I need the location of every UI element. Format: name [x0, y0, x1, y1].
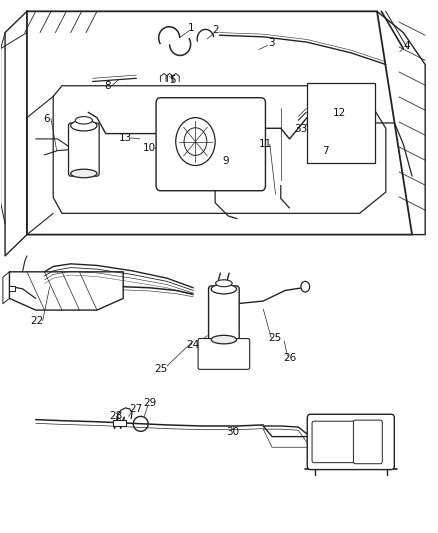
- Circle shape: [300, 281, 309, 292]
- Text: 12: 12: [332, 108, 346, 118]
- Circle shape: [175, 118, 215, 165]
- Text: 30: 30: [226, 427, 239, 438]
- FancyBboxPatch shape: [208, 286, 239, 343]
- Text: 8: 8: [104, 81, 110, 91]
- Text: 10: 10: [143, 143, 155, 154]
- Text: 13: 13: [119, 133, 132, 143]
- Bar: [9, 286, 14, 291]
- Text: 29: 29: [143, 398, 157, 408]
- FancyBboxPatch shape: [311, 421, 357, 463]
- Text: 25: 25: [268, 333, 281, 343]
- FancyBboxPatch shape: [353, 420, 381, 464]
- Ellipse shape: [211, 335, 236, 344]
- FancyBboxPatch shape: [68, 123, 99, 176]
- Bar: [113, 419, 126, 426]
- Text: 27: 27: [130, 404, 143, 414]
- Text: 6: 6: [43, 114, 49, 124]
- FancyBboxPatch shape: [155, 98, 265, 191]
- Circle shape: [184, 128, 206, 156]
- FancyBboxPatch shape: [307, 414, 393, 470]
- Text: 25: 25: [153, 364, 167, 374]
- Ellipse shape: [215, 280, 232, 287]
- Text: 33: 33: [293, 124, 307, 134]
- Ellipse shape: [211, 284, 236, 294]
- Ellipse shape: [71, 120, 97, 131]
- FancyBboxPatch shape: [198, 338, 249, 369]
- Bar: [306, 83, 374, 163]
- Text: 28: 28: [110, 411, 123, 422]
- Text: 1: 1: [187, 23, 194, 34]
- Text: 6: 6: [184, 156, 191, 166]
- Text: 7: 7: [321, 146, 328, 156]
- Text: 26: 26: [282, 353, 296, 363]
- Text: 4: 4: [403, 42, 409, 51]
- Text: 24: 24: [186, 340, 199, 350]
- Text: 31: 31: [359, 427, 372, 438]
- Text: 2: 2: [212, 26, 219, 36]
- Text: 9: 9: [222, 156, 229, 166]
- Ellipse shape: [71, 169, 97, 177]
- Text: 11: 11: [258, 139, 272, 149]
- Text: 3: 3: [267, 38, 274, 48]
- Ellipse shape: [75, 117, 92, 124]
- Text: 5: 5: [169, 76, 175, 85]
- Text: 22: 22: [30, 316, 43, 326]
